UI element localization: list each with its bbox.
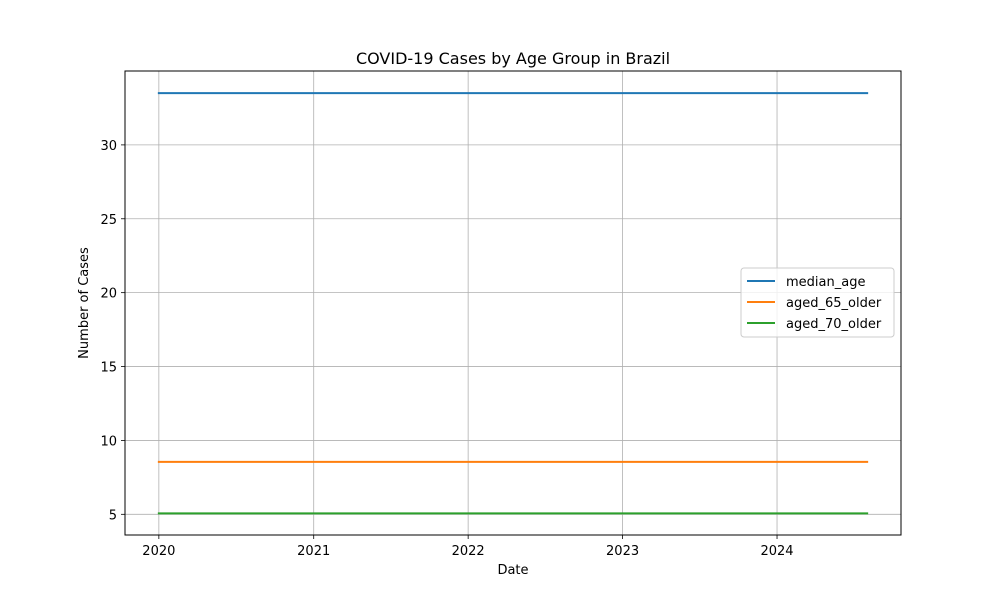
chart-title: COVID-19 Cases by Age Group in Brazil xyxy=(356,49,670,68)
x-tick-label: 2022 xyxy=(452,544,485,559)
y-axis: 5 10 15 20 25 30 xyxy=(100,139,125,523)
legend-label: aged_65_older xyxy=(786,296,882,311)
x-tick-label: 2021 xyxy=(297,544,330,559)
grid xyxy=(125,71,901,535)
y-tick-label: 20 xyxy=(100,287,117,302)
y-tick-label: 25 xyxy=(100,213,117,228)
y-tick-label: 5 xyxy=(109,508,117,523)
y-tick-label: 15 xyxy=(100,361,117,376)
x-axis: 2020 2021 2022 2023 2024 xyxy=(142,535,794,559)
y-tick-label: 30 xyxy=(100,139,117,154)
legend-label: median_age xyxy=(786,275,865,290)
x-axis-label: Date xyxy=(497,563,528,578)
legend-box xyxy=(740,267,895,338)
legend: median_age aged_65_older aged_70_older xyxy=(740,267,895,338)
y-tick-label: 10 xyxy=(100,434,117,449)
x-tick-label: 2023 xyxy=(606,544,639,559)
series-lines xyxy=(157,92,869,515)
plot-frame xyxy=(124,70,902,536)
legend-label: aged_70_older xyxy=(786,317,882,332)
x-tick-label: 2020 xyxy=(142,544,175,559)
y-axis-label: Number of Cases xyxy=(77,247,92,359)
x-tick-label: 2024 xyxy=(760,544,793,559)
